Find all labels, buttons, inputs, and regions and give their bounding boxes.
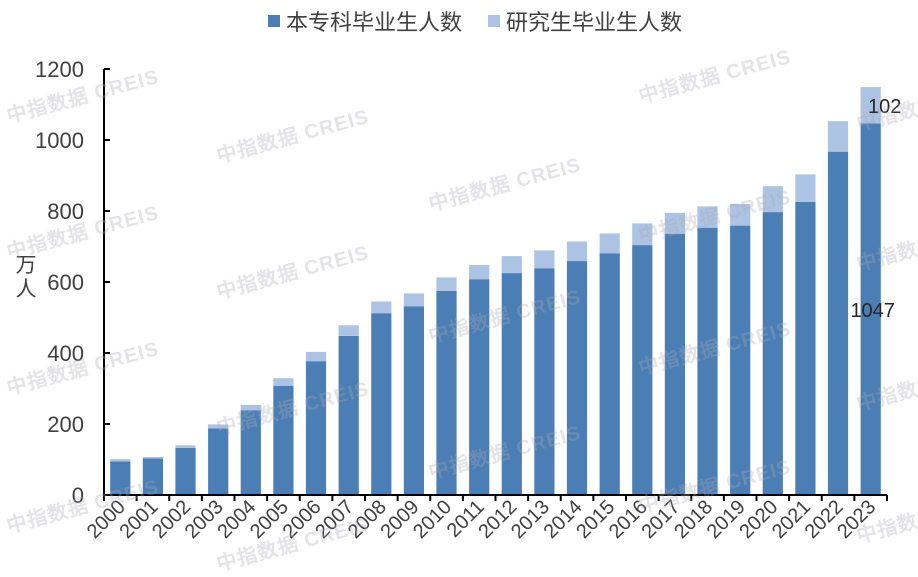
bar-undergrad-2011 xyxy=(469,279,490,495)
bar-postgrad-2013 xyxy=(534,250,555,269)
bar-postgrad-2022 xyxy=(827,121,849,152)
y-tick-label: 400 xyxy=(47,341,84,366)
bar-postgrad-2015 xyxy=(599,233,620,254)
bar-postgrad-2003 xyxy=(208,424,229,429)
y-tick-label: 0 xyxy=(72,483,84,508)
legend-label-undergrad: 本专科毕业生人数 xyxy=(286,10,463,35)
bar-postgrad-2001 xyxy=(142,457,163,459)
bar-undergrad-2018 xyxy=(697,227,718,495)
bar-undergrad-2006 xyxy=(305,361,327,495)
bar-undergrad-2010 xyxy=(436,290,457,495)
legend-item-undergrad: 本专科毕业生人数 xyxy=(268,5,462,37)
y-axis-title: 万 人 xyxy=(14,254,38,302)
bar-postgrad-2020 xyxy=(762,186,783,213)
bar-undergrad-2019 xyxy=(730,225,751,495)
bar-postgrad-2019 xyxy=(730,203,751,226)
y-tick-label: 600 xyxy=(47,270,84,295)
bar-postgrad-2009 xyxy=(403,293,424,307)
bar-undergrad-2000 xyxy=(110,461,131,495)
bar-undergrad-2003 xyxy=(208,428,229,495)
data-labels-group: 102 1047 xyxy=(850,96,901,322)
bar-undergrad-2013 xyxy=(534,268,555,495)
bar-undergrad-2022 xyxy=(827,151,849,495)
legend: 本专科毕业生人数 研究生毕业生人数 xyxy=(268,6,682,36)
bar-postgrad-2012 xyxy=(501,256,522,274)
legend-label-postgrad: 研究生毕业生人数 xyxy=(506,10,683,35)
x-tick-label: 2023 xyxy=(833,496,880,543)
bar-undergrad-2012 xyxy=(501,273,522,495)
bar-postgrad-2007 xyxy=(338,325,359,336)
bar-postgrad-2023 xyxy=(860,87,881,124)
bar-postgrad-2011 xyxy=(469,265,490,280)
bar-postgrad-2014 xyxy=(566,241,588,261)
legend-swatch-undergrad xyxy=(268,15,280,27)
y-tick-label: 1200 xyxy=(35,57,84,82)
bar-undergrad-2023 xyxy=(860,123,881,496)
y-tick-label: 1000 xyxy=(35,128,84,153)
bar-undergrad-2009 xyxy=(403,306,424,495)
bar-postgrad-2010 xyxy=(436,277,457,291)
data-label-postgrad-2023: 102 xyxy=(868,96,901,118)
bar-postgrad-2018 xyxy=(697,206,718,228)
bar-undergrad-2016 xyxy=(632,245,653,495)
bar-undergrad-2020 xyxy=(762,212,783,495)
bar-undergrad-2004 xyxy=(240,410,261,495)
bar-postgrad-2016 xyxy=(632,223,653,246)
bar-postgrad-2002 xyxy=(175,445,196,448)
bar-undergrad-2002 xyxy=(175,447,196,495)
y-axis-title-line1: 万 xyxy=(15,254,37,277)
legend-swatch-postgrad xyxy=(488,15,501,27)
bars-group xyxy=(110,87,881,496)
bar-undergrad-2015 xyxy=(599,253,620,495)
bar-undergrad-2001 xyxy=(142,458,163,495)
bar-undergrad-2021 xyxy=(795,201,816,496)
bar-undergrad-2017 xyxy=(664,233,685,495)
bar-undergrad-2014 xyxy=(566,261,588,495)
bar-postgrad-2005 xyxy=(273,378,294,386)
bar-postgrad-2006 xyxy=(305,351,327,362)
y-tick-label: 800 xyxy=(47,199,84,224)
bar-undergrad-2005 xyxy=(273,386,294,495)
legend-item-postgrad: 研究生毕业生人数 xyxy=(488,5,682,37)
bar-postgrad-2000 xyxy=(110,459,131,462)
bar-postgrad-2017 xyxy=(664,212,685,234)
bar-undergrad-2008 xyxy=(371,313,392,495)
bar-postgrad-2004 xyxy=(240,404,261,411)
y-axis-title-line2: 人 xyxy=(15,278,37,301)
bar-postgrad-2008 xyxy=(371,301,392,314)
bar-postgrad-2021 xyxy=(795,174,816,202)
data-label-undergrad-2023: 1047 xyxy=(850,300,895,322)
y-tick-label: 200 xyxy=(47,412,84,437)
bar-undergrad-2007 xyxy=(338,336,359,495)
